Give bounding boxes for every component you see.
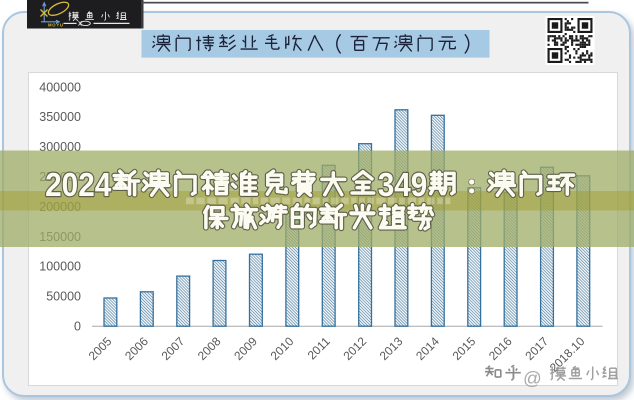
svg-text:2009: 2009 <box>231 334 260 363</box>
svg-text:400000: 400000 <box>39 80 81 94</box>
svg-text:2015: 2015 <box>450 334 479 363</box>
svg-text:2018.10: 2018.10 <box>547 334 588 375</box>
svg-text:0: 0 <box>74 320 81 334</box>
svg-text:MOYU: MOYU <box>48 22 64 27</box>
svg-text:2005: 2005 <box>86 334 115 363</box>
svg-text:50000: 50000 <box>46 290 81 304</box>
svg-text:2011: 2011 <box>305 334 333 362</box>
svg-text:2008: 2008 <box>195 334 224 363</box>
svg-text:2007: 2007 <box>159 334 188 363</box>
svg-text:2017: 2017 <box>522 334 551 363</box>
svg-text:2024: 2024 <box>45 166 112 203</box>
svg-text:2013: 2013 <box>377 334 406 363</box>
svg-text:2016: 2016 <box>486 334 515 363</box>
svg-text:2012: 2012 <box>340 334 369 363</box>
svg-text:349: 349 <box>378 166 428 203</box>
svg-text:@: @ <box>523 368 542 389</box>
svg-text:2006: 2006 <box>122 334 151 363</box>
svg-text:100000: 100000 <box>39 260 81 274</box>
svg-text:2014: 2014 <box>413 334 442 363</box>
svg-text:350000: 350000 <box>39 110 81 124</box>
svg-text:2010: 2010 <box>268 334 297 363</box>
